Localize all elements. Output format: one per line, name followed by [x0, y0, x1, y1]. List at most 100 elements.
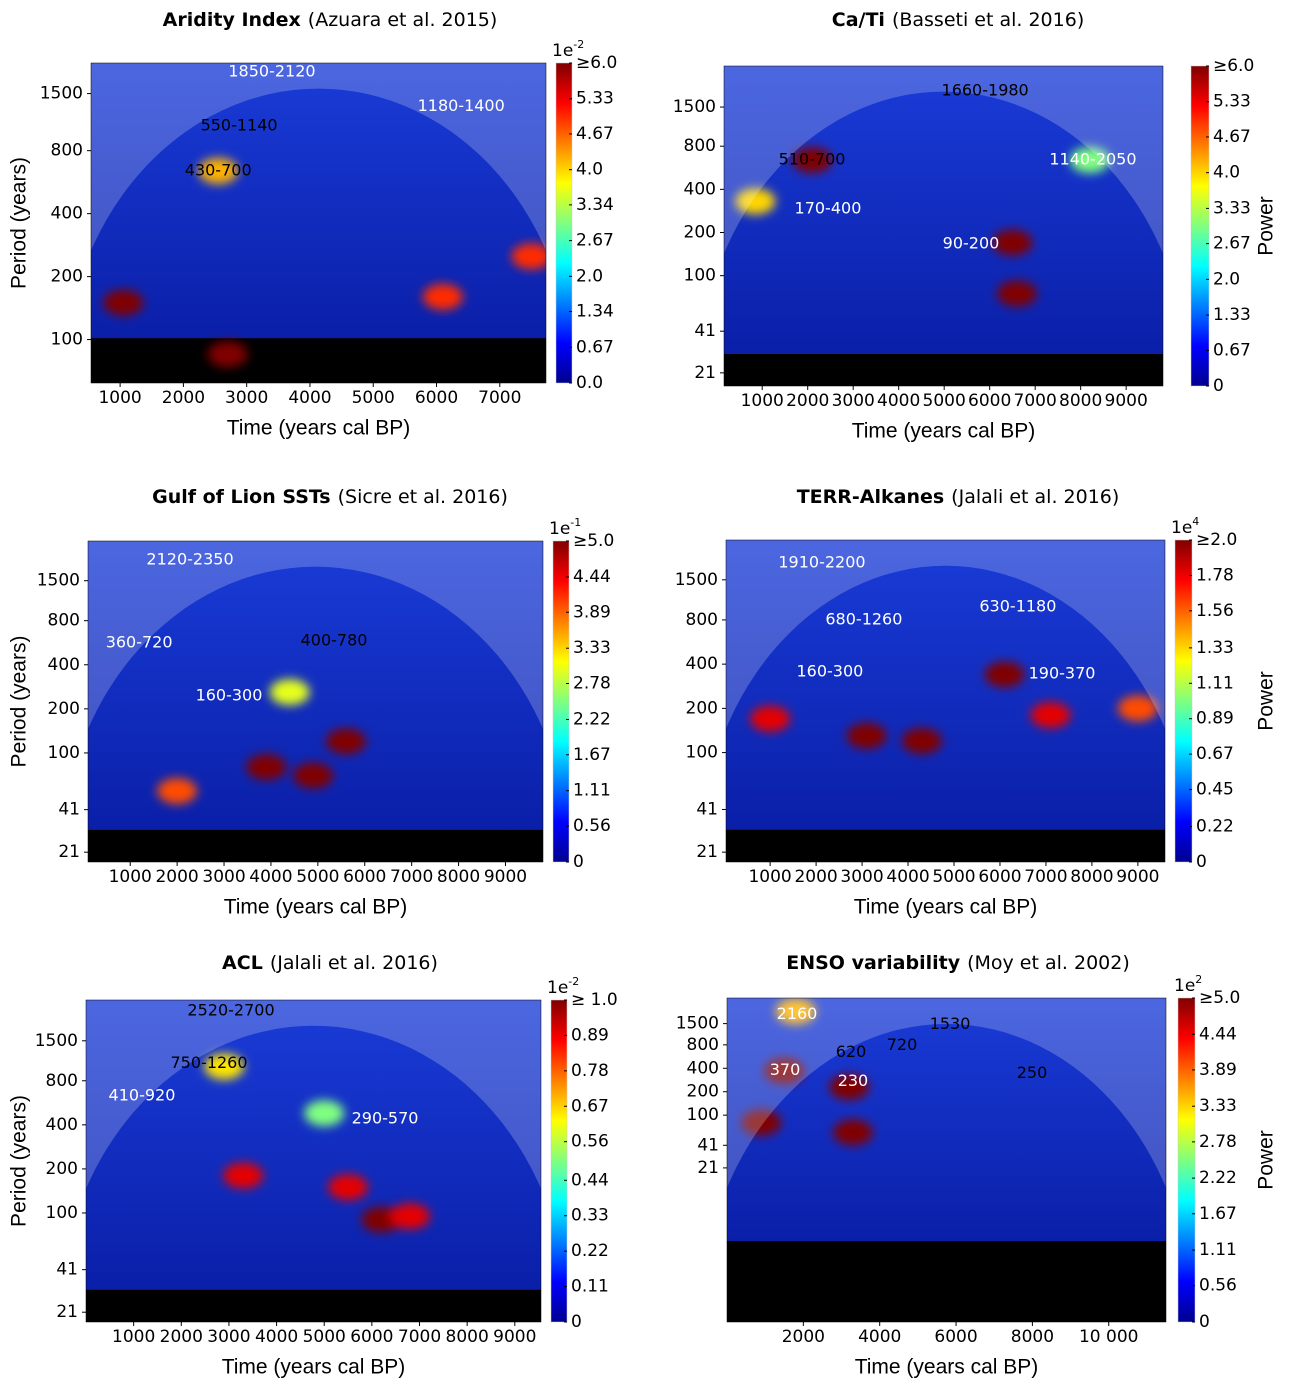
title-bold: TERR-Alkanes	[797, 486, 944, 508]
exponent-base: 1e	[549, 519, 570, 539]
colorbar-tick-label: 2.67	[576, 231, 614, 251]
annotation: 680-1260	[825, 609, 902, 628]
exponent-power: -1	[570, 516, 581, 529]
colorbar-exponent: 1e2	[1174, 973, 1202, 996]
cone-of-influence	[91, 63, 546, 383]
hotspots	[157, 679, 366, 804]
annotation: 410-920	[109, 1085, 176, 1104]
hotspots	[741, 998, 873, 1146]
y-tick-label: 800	[48, 611, 80, 631]
colorbar-tick-label: 0.89	[571, 1025, 609, 1045]
x-tick-label: 8000	[1070, 867, 1113, 887]
plot-frame	[87, 540, 544, 863]
x-tick-label: 3000	[207, 1327, 250, 1347]
hotspots	[103, 157, 546, 368]
title-source: (Jalali et al. 2016)	[951, 486, 1119, 508]
x-tick-label: 6000	[968, 391, 1011, 411]
colorbar-tick-label: 3.33	[573, 638, 611, 658]
colorbar-tick-label: 2.0	[1213, 269, 1240, 289]
y-tick-label: 400	[687, 1058, 719, 1078]
y-tick-label: 200	[687, 1082, 719, 1102]
colorbar-tick-label: 0.22	[1196, 817, 1234, 837]
exponent-base: 1e	[547, 978, 568, 998]
x-tick-label: 1000	[741, 391, 784, 411]
panel: 1910-2200 630-1180 680-1260 160-300 190-370 1…	[675, 486, 1278, 919]
annotation: 1660-1980	[942, 81, 1029, 100]
annotation: 620	[836, 1042, 867, 1061]
power-hotspot	[992, 229, 1033, 256]
x-tick-label: 7000	[1014, 391, 1057, 411]
power-hotspot	[1030, 702, 1071, 729]
annotation: 160-300	[196, 686, 263, 705]
y-tick-label: 21	[58, 842, 80, 862]
y-tick-label: 100	[687, 1105, 719, 1125]
colorbar-tick-label: 1.33	[1213, 305, 1251, 325]
x-tick-label: 3000	[225, 388, 268, 408]
power-hotspot	[901, 727, 942, 754]
power-hotspot	[157, 777, 198, 804]
hotspots	[735, 147, 1110, 307]
annotation: 250	[1017, 1063, 1048, 1082]
power-hotspot	[223, 1162, 264, 1189]
plot-frame	[90, 62, 547, 384]
annotation: 400-780	[301, 631, 368, 650]
y-tick-label: 41	[58, 800, 80, 820]
hotspots	[204, 1053, 430, 1233]
y-tick-label: 400	[684, 179, 716, 199]
annotation: 2120-2350	[146, 550, 233, 569]
exponent-power: 2	[1195, 973, 1202, 986]
x-tick-label: 6000	[934, 1327, 977, 1347]
y-tick-label: 100	[686, 743, 718, 763]
plot-area	[86, 1000, 541, 1322]
annotation: 750-1260	[171, 1053, 248, 1072]
colorbar-tick-label: 3.33	[1199, 1096, 1237, 1116]
title-source: (Jalali et al. 2016)	[270, 952, 438, 974]
title-source: (Basseti et al. 2016)	[892, 9, 1084, 31]
colorbar-tick-label: 0.44	[571, 1170, 609, 1190]
colorbar-tick-label: 0.0	[576, 373, 603, 393]
x-tick-label: 1000	[112, 1327, 155, 1347]
x-tick-label: 4000	[877, 391, 920, 411]
y-tick-label: 200	[46, 1159, 78, 1179]
plot-area	[726, 540, 1165, 862]
colorbar	[555, 62, 573, 384]
colorbar-tick-label: 2.0	[576, 266, 603, 286]
x-tick-label: 2000	[162, 388, 205, 408]
x-tick-label: 1000	[748, 867, 791, 887]
y-tick-label: 400	[48, 655, 80, 675]
title-bold: Aridity Index	[163, 9, 301, 31]
colorbar-tick-label: 3.33	[1213, 198, 1251, 218]
x-tick-label: 6000	[415, 388, 458, 408]
x-tick-label: 4000	[249, 867, 292, 887]
power-hotspot	[269, 679, 310, 706]
power-hotspot	[1069, 147, 1110, 174]
colorbar-tick-label: 0.11	[571, 1277, 609, 1297]
y-tick-label: 100	[51, 330, 83, 350]
x-axis-label: Time (years cal BP)	[855, 1356, 1039, 1378]
y-tick-label: 1500	[37, 571, 80, 591]
annotation: 630-1180	[979, 596, 1056, 615]
plot-area	[724, 66, 1163, 386]
power-hotspot	[1117, 695, 1158, 722]
colorbar-tick-label: 3.89	[573, 602, 611, 622]
colorbar-tick-label: 1.11	[1199, 1240, 1237, 1260]
colorbar-tick-label: 0	[573, 852, 584, 872]
x-tick-label: 2000	[160, 1327, 203, 1347]
colorbar-label: Power	[1255, 1130, 1278, 1190]
colorbar-tick-label: ≥ 1.0	[571, 990, 618, 1010]
title-bold: Gulf of Lion SSTs	[152, 486, 331, 508]
y-tick-label: 800	[687, 1035, 719, 1055]
colorbar-tick-label: 2.78	[1199, 1132, 1237, 1152]
exponent-base: 1e	[552, 41, 573, 61]
colorbar-exponent: 1e-2	[547, 975, 579, 998]
y-tick-label: 21	[696, 842, 718, 862]
y-tick-label: 1500	[35, 1031, 78, 1051]
colorbar-tick-label: 0.67	[576, 337, 614, 357]
colorbar-tick-label: 1.56	[1196, 601, 1234, 621]
y-tick-label: 200	[684, 223, 716, 243]
x-axis-label: Time (years cal BP)	[854, 896, 1038, 919]
x-tick-label: 6000	[343, 867, 386, 887]
